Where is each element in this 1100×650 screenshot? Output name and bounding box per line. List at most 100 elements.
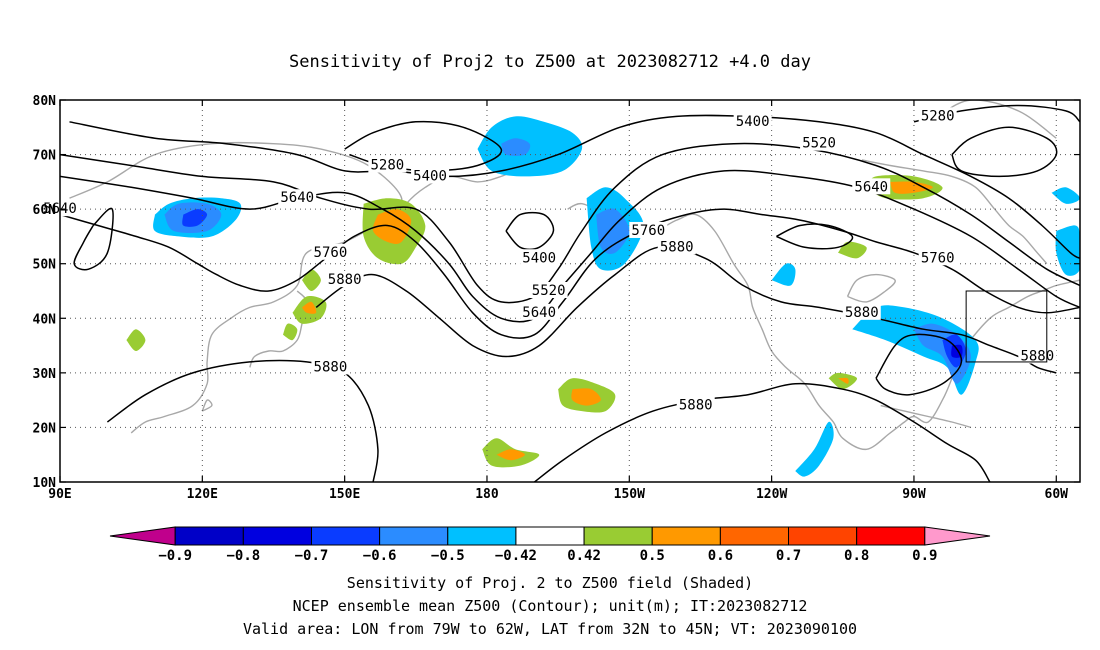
- contour-5280-0: [344, 120, 503, 172]
- y-tick-label-3: 50N: [33, 258, 57, 273]
- x-tick-label-4: 150W: [614, 487, 645, 502]
- colorbar-swatch-1: [242, 526, 312, 546]
- coastline-0: [69, 141, 403, 434]
- contour-label-2: 5400: [413, 168, 447, 184]
- shaded-region-12: [795, 421, 834, 477]
- contour-label-bg-1: [918, 107, 957, 124]
- shaded-region-23: [302, 269, 321, 291]
- x-tick-label-6: 90W: [902, 487, 926, 502]
- coastline-4: [861, 159, 1048, 265]
- contour-label-bg-2: [411, 167, 450, 184]
- colorbar: −0.9 −0.8 −0.7 −0.6 −0.5 −0.42 0.42 0.5 0.6 0.7 0.…: [109, 526, 991, 564]
- coastline-3: [567, 202, 1080, 451]
- coastline-1: [249, 290, 308, 368]
- colorbar-swatch-4: [447, 526, 517, 546]
- contour-label-bg-8: [278, 189, 317, 206]
- x-tick-label-1: 120E: [187, 487, 218, 502]
- shaded-region-27: [126, 329, 146, 351]
- colorbar-label-7: 0.5: [640, 548, 665, 564]
- contour-label-bg-16: [842, 303, 881, 320]
- x-tick-label-7: 60W: [1045, 487, 1069, 502]
- y-tick-label-4: 40N: [33, 312, 57, 327]
- y-tick-label-1: 70N: [33, 149, 57, 164]
- caption: Sensitivity of Proj. 2 to Z500 field (Sh…: [243, 574, 857, 638]
- contour-label-bg-3: [733, 112, 772, 129]
- caption-line-2: NCEP ensemble mean Z500 (Contour); unit(…: [293, 597, 808, 615]
- map-frame: [59, 99, 1081, 483]
- y-tick-label-0: 80N: [33, 94, 57, 109]
- contour-label-13: 5760: [921, 250, 955, 266]
- sensitivity-shading: [126, 116, 1080, 477]
- shaded-region-7: [771, 263, 796, 286]
- shaded-region-4: [182, 209, 208, 227]
- contour-label-18: 5880: [314, 359, 348, 375]
- contour-label-5: 5520: [802, 136, 836, 152]
- contour-label-bg-13: [918, 249, 957, 266]
- colorbar-swatch-3: [379, 526, 449, 546]
- caption-line-3: Valid area: LON from 79W to 62W, LAT fro…: [243, 620, 857, 638]
- contour-5760-9: [776, 223, 854, 250]
- contour-label-bg-15: [657, 238, 696, 255]
- shaded-region-28: [838, 241, 867, 259]
- contour-5760-8: [60, 208, 1080, 339]
- contour-5400-4: [505, 211, 555, 251]
- z500-contours: [60, 104, 1080, 482]
- x-tick-label-0: 90E: [48, 487, 71, 502]
- contour-label-bg-6: [529, 282, 568, 298]
- y-tick-label-7: 10N: [33, 476, 57, 491]
- contour-label-bg-11: [311, 243, 350, 260]
- caption-line-1: Sensitivity of Proj. 2 to Z500 field (Sh…: [347, 574, 753, 592]
- contour-labels: 5280 5280 5400 5400 5400 5520 5520 5640 5640 5640…: [41, 107, 1057, 414]
- colorbar-swatch-7: [651, 526, 721, 546]
- y-tick-label-5: 30N: [33, 367, 57, 382]
- contour-label-8: 5640: [280, 190, 314, 206]
- colorbar-label-6: 0.42: [567, 548, 601, 564]
- contour-label-17: 5880: [679, 398, 713, 414]
- contour-label-10: 5640: [522, 305, 556, 321]
- colorbar-label-3: −0.6: [363, 548, 397, 564]
- shaded-region-25: [302, 301, 317, 314]
- contour-label-15: 5880: [660, 239, 694, 255]
- contour-label-3: 5400: [736, 114, 770, 130]
- contour-label-16: 5880: [845, 305, 879, 321]
- contour-label-bg-12: [629, 221, 668, 238]
- contour-label-14: 5880: [328, 272, 362, 288]
- shaded-region-8: [852, 305, 979, 395]
- shaded-region-1: [501, 138, 531, 156]
- colorbar-low-triangle: [109, 526, 176, 546]
- colorbar-label-2: −0.7: [295, 548, 329, 564]
- colorbar-swatch-8: [719, 526, 790, 546]
- colorbar-label-8: 0.6: [708, 548, 733, 564]
- colorbar-swatch-5: [515, 526, 585, 546]
- colorbar-label-11: 0.9: [912, 548, 937, 564]
- y-tick-label-2: 60N: [33, 203, 57, 218]
- shaded-region-18: [890, 181, 933, 194]
- colorbar-label-5: −0.42: [495, 548, 537, 564]
- y-tick-label-6: 20N: [33, 421, 57, 436]
- contour-label-bg-14: [325, 271, 364, 288]
- contour-5280-1: [951, 126, 1058, 178]
- contour-label-6: 5520: [532, 283, 566, 299]
- x-tick-label-2: 150E: [329, 487, 360, 502]
- contour-label-bg-0: [368, 156, 407, 173]
- colorbar-label-4: −0.5: [431, 548, 465, 564]
- contour-label-bg-5: [800, 134, 839, 151]
- contour-label-0: 5280: [370, 157, 404, 173]
- colorbar-swatch-9: [788, 526, 858, 546]
- colorbar-swatch-0: [174, 526, 244, 546]
- contour-label-4: 5400: [522, 250, 556, 266]
- chart-title: Sensitivity of Proj2 to Z500 at 20230827…: [289, 52, 811, 72]
- coastline-7: [201, 399, 213, 412]
- contour-label-1: 5280: [921, 108, 955, 124]
- shaded-region-20: [571, 388, 601, 406]
- contour-5520-5: [60, 142, 1080, 304]
- contour-label-11: 5760: [314, 245, 348, 261]
- shaded-region-14: [1051, 187, 1080, 204]
- colorbar-label-1: −0.8: [226, 548, 260, 564]
- colorbar-label-9: 0.7: [776, 548, 801, 564]
- shaded-region-30: [838, 377, 849, 384]
- coastline-8: [846, 273, 896, 303]
- colorbar-swatch-10: [856, 526, 926, 546]
- contour-5640-7: [73, 207, 114, 271]
